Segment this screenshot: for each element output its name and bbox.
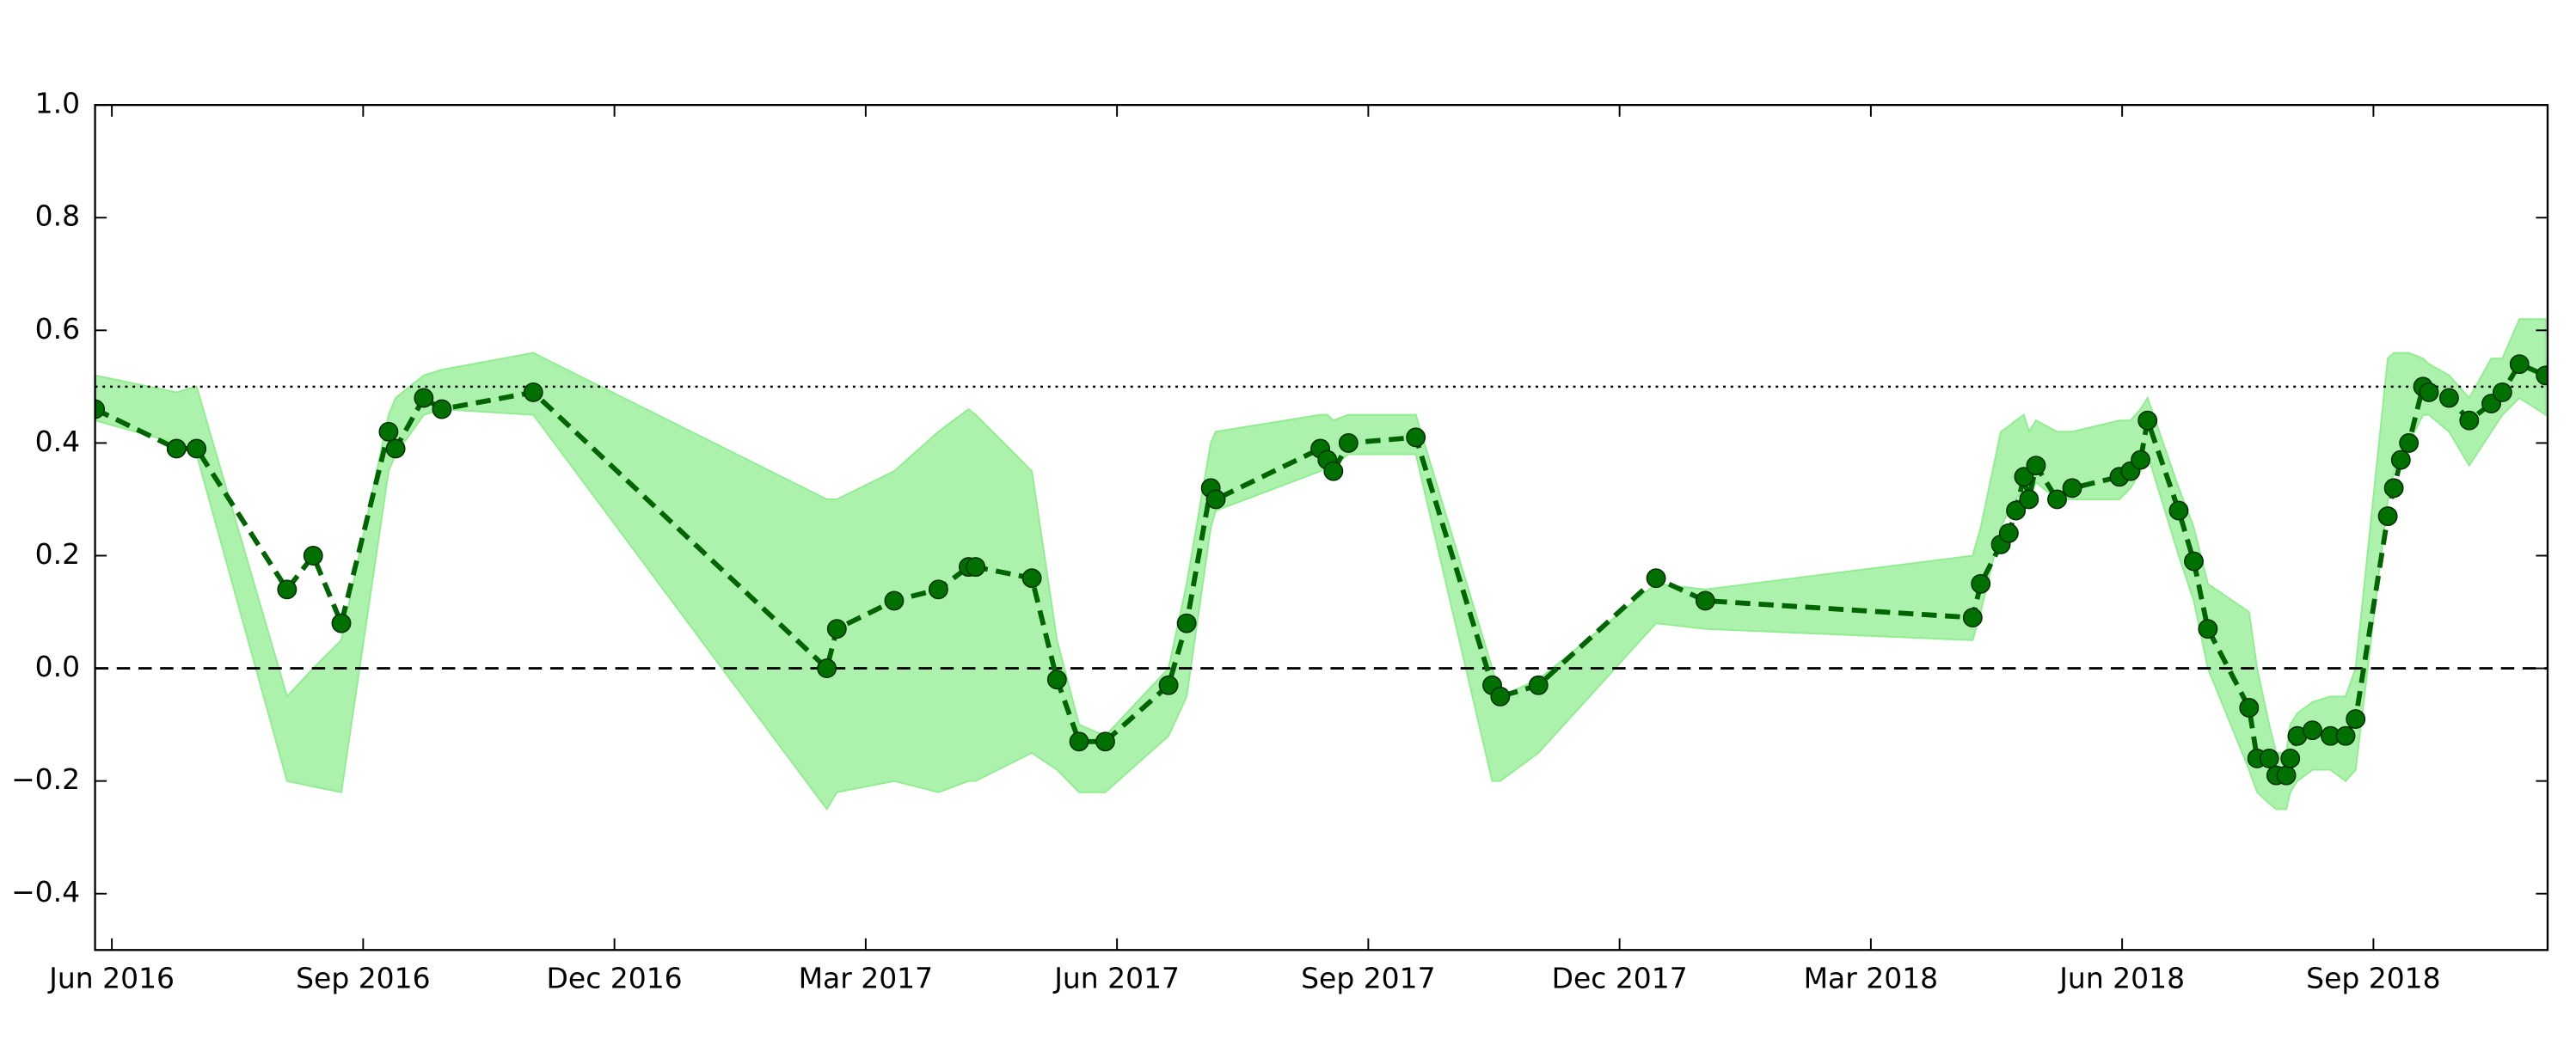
x-tick-label: Mar 2017 <box>799 962 934 995</box>
data-point <box>1021 568 1042 589</box>
data-point <box>2302 720 2322 741</box>
data-point <box>1158 675 1179 695</box>
plot-area <box>95 318 2548 811</box>
x-tick-label: Jun 2018 <box>2058 962 2185 995</box>
data-point <box>2184 551 2204 572</box>
data-point <box>1406 427 1426 448</box>
data-point <box>2006 500 2027 521</box>
data-point <box>2280 749 2301 768</box>
data-point <box>2026 456 2046 476</box>
data-point <box>385 438 406 459</box>
x-tick-label: Dec 2016 <box>547 962 683 995</box>
data-point <box>826 619 847 639</box>
data-point <box>817 658 837 679</box>
data-point <box>2335 725 2356 746</box>
data-point <box>1338 432 1359 453</box>
data-point <box>928 579 948 600</box>
data-point <box>1528 675 1549 695</box>
data-point <box>2438 388 2459 408</box>
x-tick-label: Sep 2017 <box>1301 962 1435 995</box>
data-point <box>95 399 106 419</box>
data-point <box>303 546 323 566</box>
x-tick-label: Mar 2018 <box>1804 962 1939 995</box>
data-point <box>2536 365 2548 386</box>
y-tick-label: 0.8 <box>35 199 80 233</box>
data-point <box>1323 461 1344 481</box>
data-point <box>2419 382 2439 402</box>
data-point <box>2390 450 2411 470</box>
data-point <box>1095 731 1115 752</box>
y-tick-label: 0.2 <box>35 537 80 571</box>
y-tick-label: −0.2 <box>11 762 80 796</box>
data-point <box>2137 410 2158 431</box>
data-point <box>2062 478 2082 499</box>
data-point <box>2509 354 2530 375</box>
data-point <box>1205 489 1226 510</box>
data-point <box>1490 686 1511 707</box>
data-point <box>2383 478 2404 499</box>
x-tick-label: Jun 2016 <box>47 962 175 995</box>
data-point <box>2276 765 2297 786</box>
data-point <box>2168 500 2189 521</box>
y-tick-label: 0.4 <box>35 425 80 458</box>
y-tick-label: 0.0 <box>35 650 80 683</box>
plot-frame <box>94 104 2549 951</box>
ensemble-band <box>95 318 2547 811</box>
data-point <box>1046 670 1067 690</box>
data-point <box>1646 568 1666 589</box>
data-point <box>1998 523 2019 543</box>
data-point <box>1962 608 1983 628</box>
data-point <box>187 438 207 459</box>
data-point <box>1176 613 1197 633</box>
data-point <box>2014 467 2034 487</box>
data-point <box>1695 590 1715 611</box>
data-point <box>432 399 452 419</box>
data-point <box>2346 709 2366 730</box>
data-point <box>1971 573 1991 594</box>
x-tick-label: Sep 2018 <box>2306 962 2440 995</box>
data-point <box>331 613 352 633</box>
data-point <box>2259 749 2279 768</box>
data-point <box>166 438 187 459</box>
x-tick-label: Dec 2017 <box>1552 962 1688 995</box>
data-point <box>2239 698 2260 718</box>
data-point <box>277 579 297 600</box>
x-tick-label: Jun 2017 <box>1052 962 1180 995</box>
data-point <box>2131 450 2150 470</box>
data-point <box>2399 432 2420 453</box>
data-point <box>884 590 905 611</box>
data-point <box>966 557 986 578</box>
data-point <box>2047 489 2067 510</box>
data-point <box>2198 619 2218 639</box>
data-point <box>1069 731 1089 752</box>
data-point <box>414 388 434 408</box>
y-tick-label: 1.0 <box>35 87 80 120</box>
data-point <box>2459 410 2480 431</box>
data-point <box>378 421 399 442</box>
data-point <box>2492 382 2512 402</box>
y-tick-label: 0.6 <box>35 312 80 346</box>
data-point <box>2377 506 2398 527</box>
data-point <box>523 382 543 402</box>
data-point <box>2019 489 2039 510</box>
y-tick-label: −0.4 <box>11 875 80 908</box>
x-tick-label: Sep 2016 <box>296 962 430 995</box>
